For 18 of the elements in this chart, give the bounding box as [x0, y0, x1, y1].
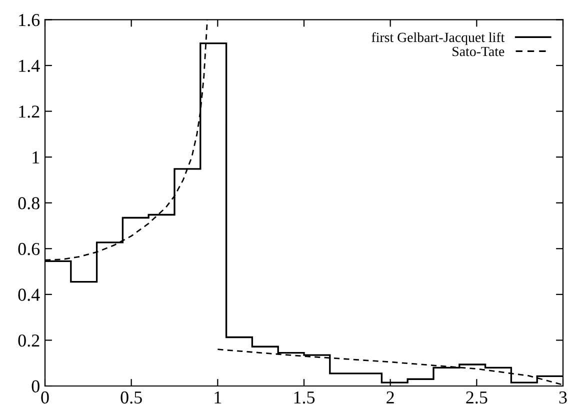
x-tick-label: 1.5 — [294, 391, 315, 404]
x-tick-label: 2 — [386, 391, 394, 404]
x-tick-label: 2.5 — [466, 391, 488, 404]
x-tick-label: 1 — [214, 391, 222, 404]
y-tick-label: 1 — [32, 151, 40, 164]
legend-label: Sato-Tate — [452, 46, 504, 56]
y-tick-label: 1.2 — [19, 106, 40, 118]
y-tick-label: 0.6 — [18, 242, 40, 256]
legend-label: first Gelbart-Jacquet lift — [372, 32, 505, 45]
y-tick-label: 0 — [32, 380, 40, 392]
y-tick-label: 0.4 — [18, 288, 40, 301]
y-tick-label: 0.8 — [18, 197, 40, 210]
x-tick-label: 0.5 — [120, 391, 142, 404]
x-tick-label: 0 — [41, 391, 49, 404]
y-tick-label: 1.4 — [19, 60, 40, 72]
x-tick-label: 3 — [559, 391, 567, 404]
y-tick-label: 1.6 — [19, 14, 40, 26]
y-tick-label: 0.2 — [18, 334, 40, 347]
